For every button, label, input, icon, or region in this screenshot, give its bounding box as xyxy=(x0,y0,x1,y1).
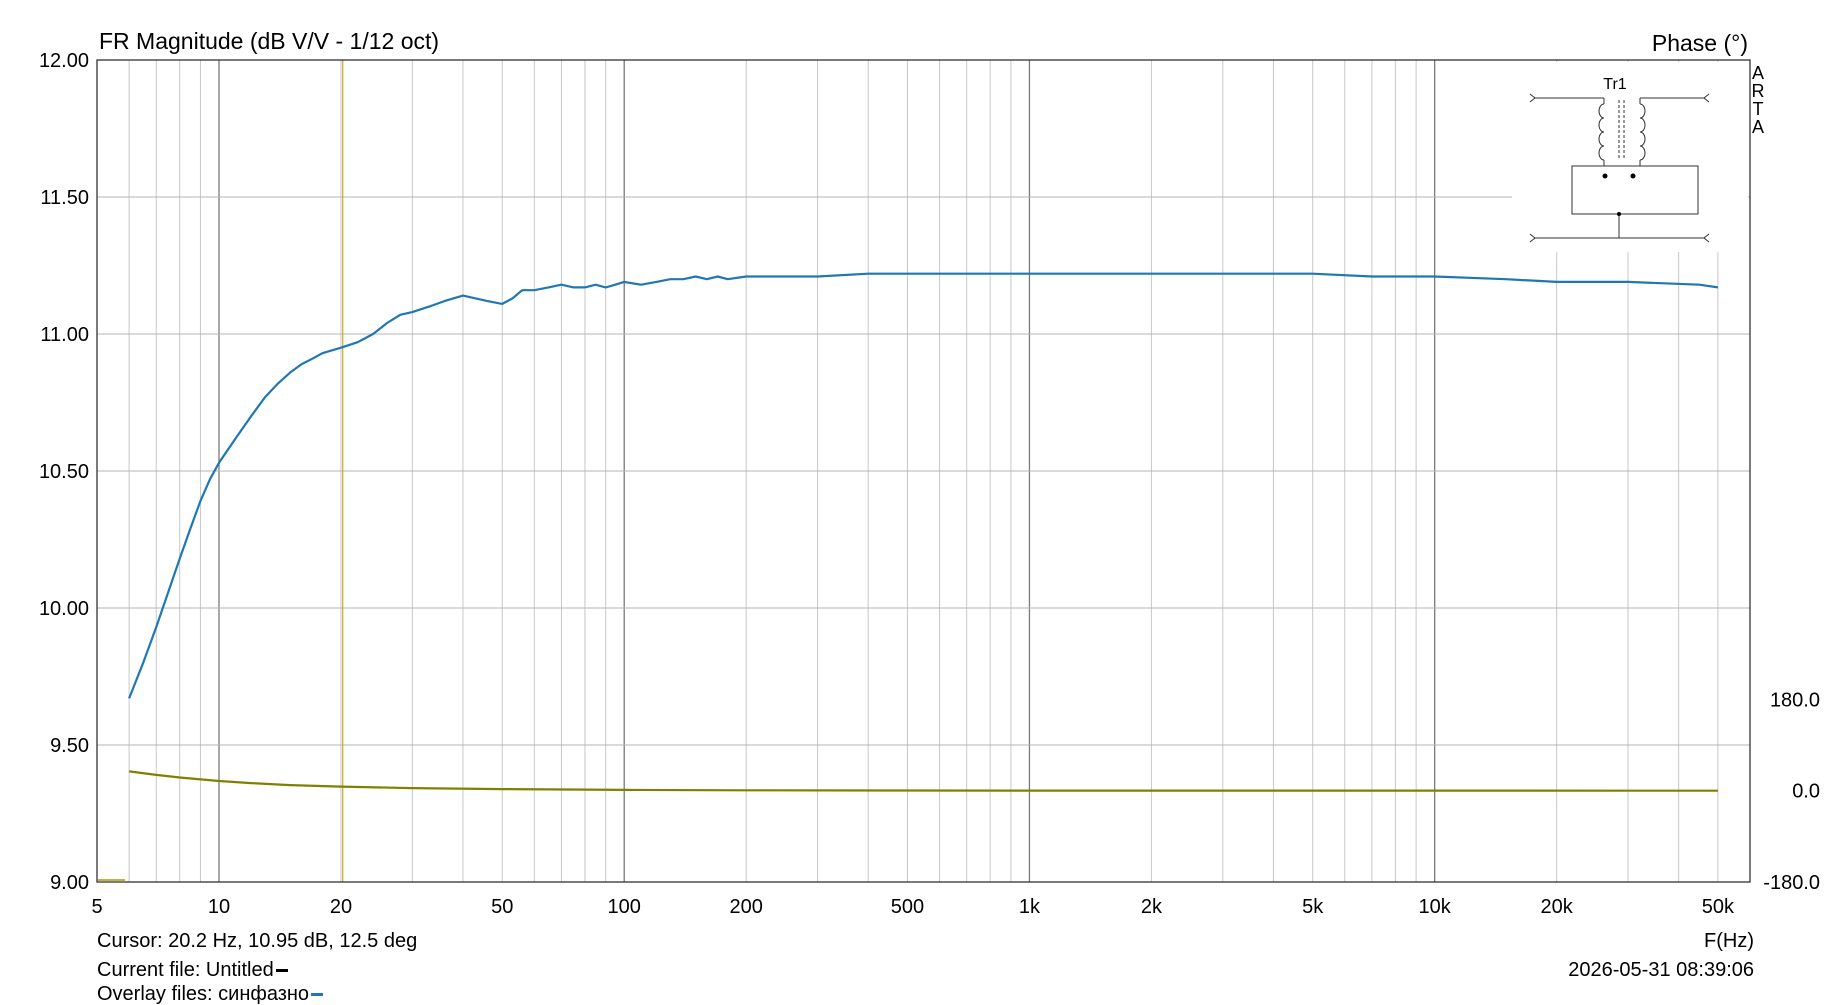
y2-axis-tick-labels: -180.0 0.0 180.0 xyxy=(1763,689,1820,894)
series-lines xyxy=(98,272,1719,881)
transformer-schematic-icon: Tr1 xyxy=(1512,62,1748,252)
y-tick-label: 11.50 xyxy=(40,187,89,209)
phase-series-line xyxy=(128,770,1718,792)
watermark-letter: R xyxy=(1751,81,1765,101)
watermark-letter: T xyxy=(1752,99,1764,119)
y-tick-label: 10.50 xyxy=(39,461,89,483)
y-tick-label: 11.00 xyxy=(40,324,89,346)
x-tick-label: 50k xyxy=(1702,896,1735,918)
y-axis-tick-labels: 9.00 9.50 10.00 10.50 11.00 11.50 12.00 xyxy=(39,50,89,894)
overlay-files: Overlay files: синфазно xyxy=(97,983,324,1005)
y-tick-label: 12.00 xyxy=(39,50,89,72)
x-axis-label: F(Hz) xyxy=(1704,930,1754,952)
chart-title: FR Magnitude (dB V/V - 1/12 oct) xyxy=(99,28,440,54)
x-tick-label: 20k xyxy=(1541,896,1574,918)
y-tick-label: 10.00 xyxy=(39,598,89,620)
cursor-readout: Cursor: 20.2 Hz, 10.95 dB, 12.5 deg xyxy=(97,930,418,952)
current-file-line-swatch xyxy=(275,969,288,973)
x-tick-label: 500 xyxy=(891,896,924,918)
grid-lines xyxy=(97,59,1750,883)
x-tick-label: 200 xyxy=(730,896,763,918)
overlay-line-swatch xyxy=(311,993,324,997)
x-tick-label: 1k xyxy=(1019,896,1041,918)
watermark-letter: A xyxy=(1751,117,1764,137)
y2-tick-label: -180.0 xyxy=(1763,872,1820,894)
phase-axis-title: Phase (°) xyxy=(1651,30,1748,56)
schematic-label: Tr1 xyxy=(1603,76,1627,93)
x-tick-label: 5k xyxy=(1302,896,1324,918)
x-tick-label: 20 xyxy=(330,896,352,918)
y-tick-label: 9.50 xyxy=(50,735,89,757)
timestamp: 2026-05-31 08:39:06 xyxy=(1568,959,1754,981)
y2-tick-label: 0.0 xyxy=(1792,781,1820,803)
x-tick-label: 10k xyxy=(1419,896,1452,918)
x-axis-tick-labels: 5 10 20 50 100 200 500 1k 2k 5k 10k 20k 50k xyxy=(91,896,1735,918)
y2-tick-label: 180.0 xyxy=(1770,689,1820,711)
y-tick-label: 9.00 xyxy=(50,872,89,894)
x-tick-label: 50 xyxy=(491,896,513,918)
magnitude-series-line xyxy=(128,272,1719,699)
watermark-letter: A xyxy=(1751,63,1764,83)
current-file-label: Current file: Untitled xyxy=(97,959,274,981)
x-tick-label: 10 xyxy=(208,896,230,918)
current-file: Current file: Untitled xyxy=(97,960,288,980)
plot-frame xyxy=(96,59,1751,883)
overlay-files-label: Overlay files: синфазно xyxy=(97,983,310,1005)
x-tick-label: 5 xyxy=(91,896,102,918)
x-tick-label: 100 xyxy=(608,896,641,918)
x-tick-label: 2k xyxy=(1141,896,1163,918)
